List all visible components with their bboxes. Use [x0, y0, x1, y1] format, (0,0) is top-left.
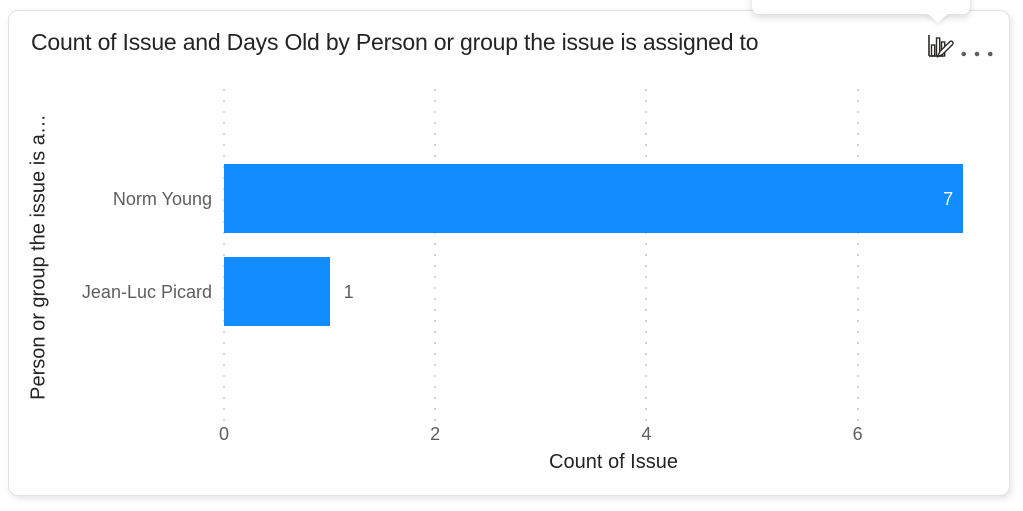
x-axis-title: Count of Issue	[549, 451, 678, 473]
plot-area	[223, 89, 1003, 426]
more-options-button[interactable]	[959, 37, 995, 71]
category-label: Norm Young	[112, 188, 212, 209]
category-label: Jean-Luc Picard	[81, 281, 212, 302]
ellipsis-icon	[961, 51, 993, 57]
bar[interactable]	[224, 257, 330, 326]
visual-title: Count of Issue and Days Old by Person or…	[31, 29, 759, 55]
x-tick-label: 4	[641, 424, 652, 444]
x-tick-label: 0	[218, 424, 229, 444]
gridline	[856, 89, 859, 426]
tooltip-caret-icon	[927, 13, 949, 23]
y-axis-title: Person or group the issue is a…	[27, 114, 50, 400]
tooltip-stub	[752, 0, 970, 23]
visual-card: Count of Issue and Days Old by Person or…	[8, 10, 1010, 496]
gridline	[645, 89, 648, 426]
gridline	[434, 89, 437, 426]
bar[interactable]	[224, 164, 964, 233]
visual-type-button[interactable]	[921, 29, 957, 63]
bar-chart-edit-icon	[928, 35, 954, 58]
x-tick-label: 2	[430, 424, 441, 444]
x-tick-label: 6	[852, 424, 863, 444]
value-label: 7	[943, 188, 954, 209]
value-label: 1	[343, 281, 354, 302]
